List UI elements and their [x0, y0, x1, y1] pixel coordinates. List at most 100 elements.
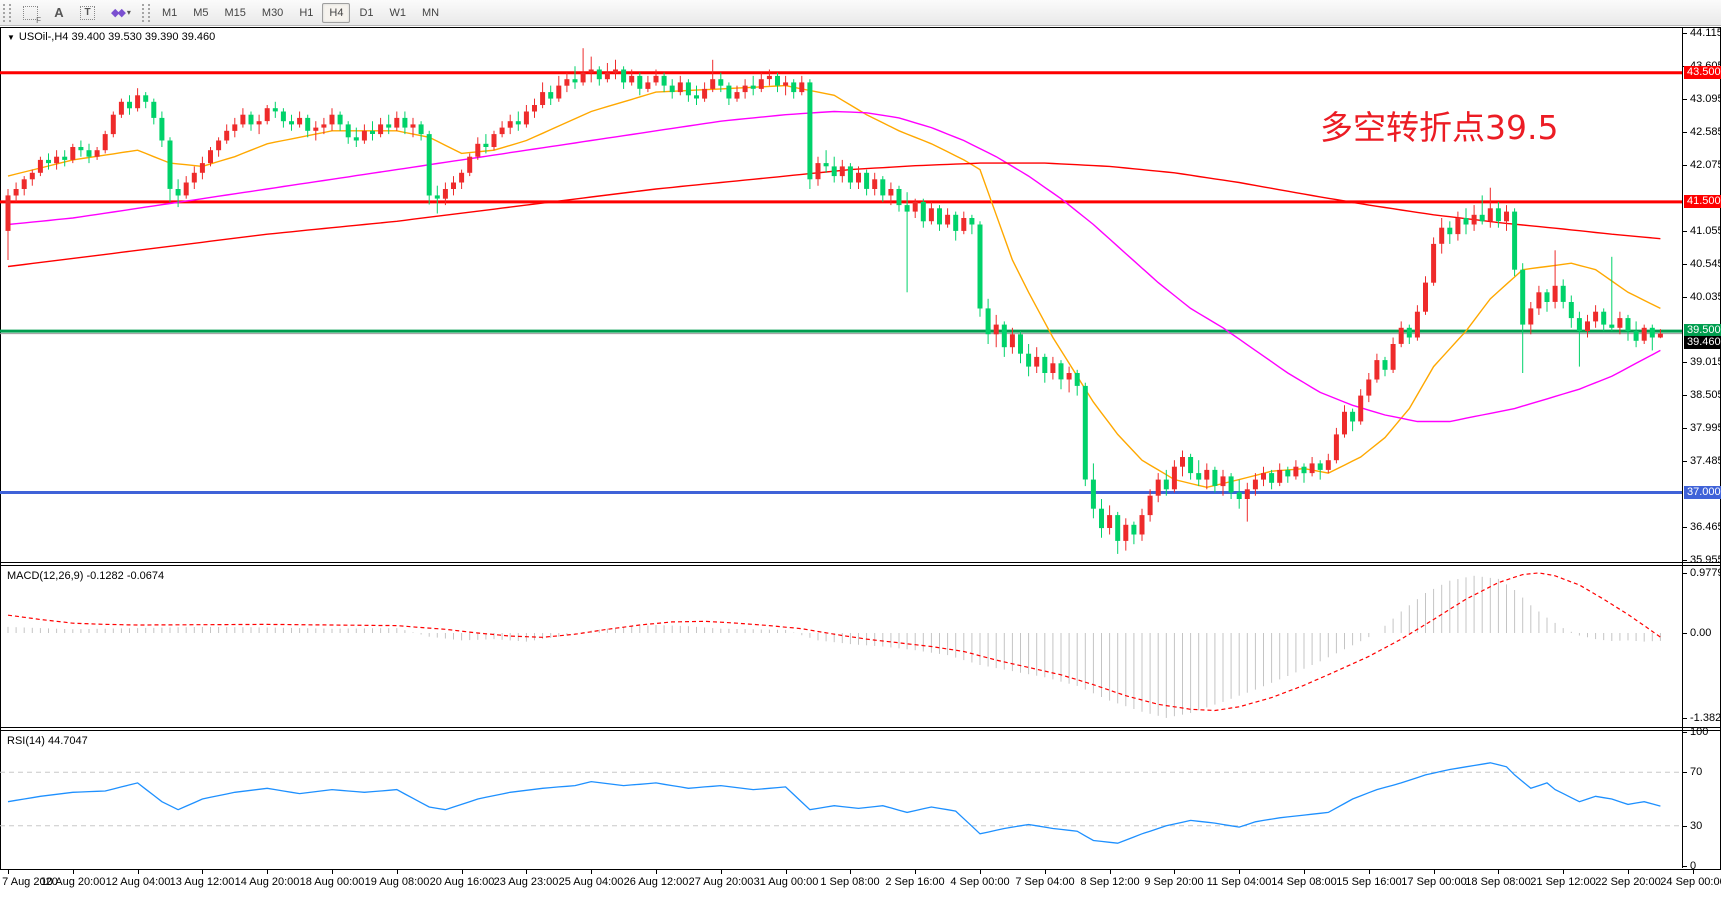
time-label-9-Sep-20-00: 9 Sep 20:00: [1144, 876, 1204, 888]
chart-window[interactable]: [0, 27, 1721, 898]
macd-rsi-divider[interactable]: [0, 727, 1721, 728]
price-tick-38.505: 38.505: [1690, 389, 1721, 401]
price-tick-41.055: 41.055: [1690, 225, 1721, 237]
time-label-17-Sep-00-00: 17 Sep 00:00: [1401, 876, 1467, 888]
price-tick-42.585: 42.585: [1690, 126, 1721, 138]
time-label-12-Aug-04-00: 12 Aug 04:00: [105, 876, 171, 888]
macd-tick--1.382-tick: [1682, 718, 1687, 719]
price-tick-40.545-tick: [1682, 264, 1687, 265]
timeframe-button-m15[interactable]: M15: [224, 6, 246, 19]
time-label-7-Sep-04-00: 7 Sep 04:00: [1015, 876, 1075, 888]
timeframe-button-m5[interactable]: M5: [193, 6, 209, 19]
rsi-tick-0-tick: [1682, 866, 1687, 867]
time-tick: [656, 870, 657, 874]
time-label-15-Sep-16-00: 15 Sep 16:00: [1336, 876, 1402, 888]
macd-panel-top-border: [0, 565, 1721, 566]
time-label-7-Aug-2020: 7 Aug 2020: [2, 876, 58, 888]
time-label-11-Sep-04-00: 11 Sep 04:00: [1206, 876, 1272, 888]
current-price-tag: 39.460: [1684, 336, 1721, 349]
ma-mid-magenta: [7, 110, 1661, 423]
timeframe-button-d1[interactable]: D1: [359, 6, 374, 19]
macd-tick-0.00-tick: [1682, 633, 1687, 634]
expand-symbol-icon[interactable]: ▼: [7, 33, 15, 42]
time-tick: [915, 870, 916, 874]
timeframe-button-w1[interactable]: W1: [389, 6, 407, 19]
time-tick: [462, 870, 463, 874]
text-box-button[interactable]: T: [73, 3, 102, 23]
rsi-tick-30: 30: [1690, 820, 1703, 832]
price-axis-separator: [1682, 27, 1683, 868]
rsi-indicator-label: RSI(14) 44.7047: [7, 735, 88, 747]
time-label-19-Aug-08-00: 19 Aug 08:00: [364, 876, 430, 888]
time-label-4-Sep-00-00: 4 Sep 00:00: [950, 876, 1010, 888]
rsi-tick-100: 100: [1690, 726, 1709, 738]
price-tick-42.585-tick: [1682, 132, 1687, 133]
time-tick: [1628, 870, 1629, 874]
level-price-tag-39.500: 39.500: [1684, 324, 1721, 337]
timeframe-button-m30[interactable]: M30: [261, 6, 284, 19]
time-tick: [1369, 870, 1370, 874]
time-tick: [591, 870, 592, 874]
price-tick-38.505-tick: [1682, 395, 1687, 396]
main-macd-divider[interactable]: [0, 562, 1721, 563]
time-tick: [980, 870, 981, 874]
crosshair-grid-button[interactable]: [16, 3, 45, 25]
level-price-tag-37.000: 37.000: [1684, 486, 1721, 499]
price-tick-44.115: 44.115: [1690, 27, 1721, 39]
rsi-tick-70: 70: [1690, 766, 1703, 778]
rsi-tick-0: 0: [1690, 860, 1697, 872]
rsi-tick-70-tick: [1682, 772, 1687, 773]
price-tick-36.465-tick: [1682, 527, 1687, 528]
rsi-panel-chart[interactable]: [0, 731, 1682, 868]
toolbar-grip[interactable]: [3, 3, 11, 22]
time-tick: [138, 870, 139, 874]
time-label-14-Sep-08-00: 14 Sep 08:00: [1271, 876, 1337, 888]
symbol-ohlc-text: USOil-,H4 39.400 39.530 39.390 39.460: [18, 31, 216, 43]
time-label-2-Sep-16-00: 2 Sep 16:00: [885, 876, 945, 888]
price-tick-42.075-tick: [1682, 165, 1687, 166]
timeframe-button-h1[interactable]: H1: [299, 6, 314, 19]
cycle-colors-button[interactable]: ◆◆ ▾: [104, 3, 138, 23]
text-label-button[interactable]: A: [47, 3, 71, 23]
price-tick-44.115-tick: [1682, 33, 1687, 34]
timeframe-button-m1[interactable]: M1: [161, 6, 178, 19]
time-label-13-Aug-12-00: 13 Aug 12:00: [169, 876, 235, 888]
symbol-ohlc-readout[interactable]: ▼ USOil-,H4 39.400 39.530 39.390 39.460: [7, 31, 215, 43]
time-tick: [1239, 870, 1240, 874]
timeframe-button-h4[interactable]: H4: [322, 2, 351, 23]
time-tick: [721, 870, 722, 874]
time-label-20-Aug-16-00: 20 Aug 16:00: [429, 876, 495, 888]
price-tick-40.035: 40.035: [1690, 291, 1721, 303]
macd-panel-chart[interactable]: [0, 566, 1682, 727]
price-tick-37.485: 37.485: [1690, 455, 1721, 467]
timeframe-bar: M1 M5 M15 M30 H1 H4 D1 W1 MN: [154, 2, 447, 23]
timeframe-button-mn[interactable]: MN: [422, 6, 440, 19]
time-tick: [1304, 870, 1305, 874]
rsi-line: [7, 762, 1661, 844]
macd-signal-line: [7, 572, 1661, 712]
time-label-25-Aug-04-00: 25 Aug 04:00: [558, 876, 624, 888]
time-tick: [1045, 870, 1046, 874]
text-label-icon: A: [54, 5, 64, 20]
time-label-10-Aug-20-00: 10 Aug 20:00: [40, 876, 106, 888]
time-axis[interactable]: 7 Aug 2020 10 Aug 20:00 12 Aug 04:00 13 Aug…: [0, 869, 1721, 898]
price-tick-36.465: 36.465: [1690, 521, 1721, 533]
toolbar-grip-2[interactable]: [141, 3, 150, 22]
time-label-1-Sep-08-00: 1 Sep 08:00: [820, 876, 880, 888]
time-label-27-Aug-20-00: 27 Aug 20:00: [688, 876, 754, 888]
time-tick: [850, 870, 851, 874]
main-price-chart[interactable]: [0, 27, 1682, 562]
time-label-8-Sep-12-00: 8 Sep 12:00: [1080, 876, 1140, 888]
level-price-tag-41.500: 41.500: [1684, 195, 1721, 208]
time-tick: [1693, 870, 1694, 874]
price-tick-39.015: 39.015: [1690, 356, 1721, 368]
macd-tick-0.9779: 0.9779: [1690, 567, 1721, 579]
price-tick-43.095: 43.095: [1690, 93, 1721, 105]
price-tick-39.015-tick: [1682, 362, 1687, 363]
time-tick: [73, 870, 74, 874]
time-label-21-Sep-12-00: 21 Sep 12:00: [1530, 876, 1596, 888]
time-tick: [1434, 870, 1435, 874]
time-label-22-Sep-20-00: 22 Sep 20:00: [1595, 876, 1661, 888]
time-tick: [1498, 870, 1499, 874]
price-tick-37.995-tick: [1682, 428, 1687, 429]
